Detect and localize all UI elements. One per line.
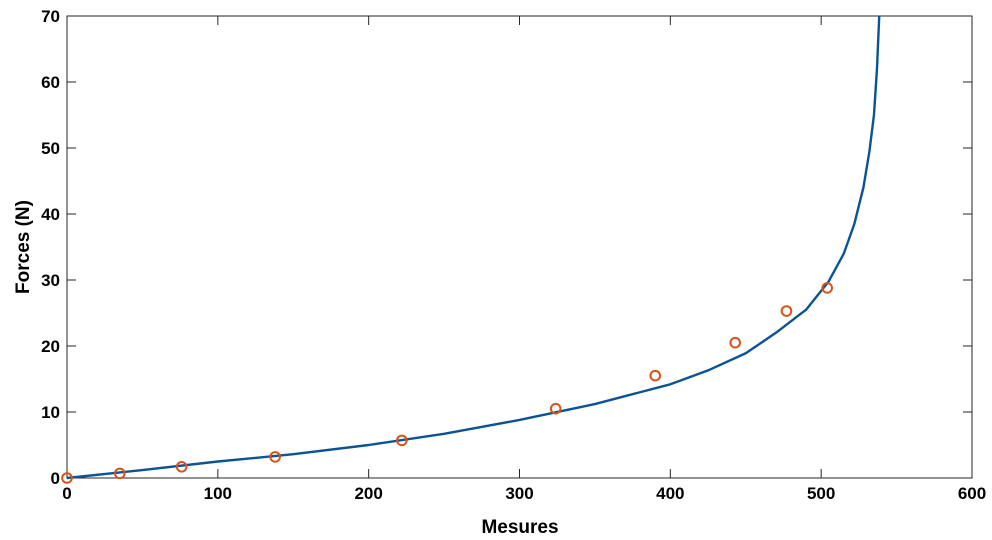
- data-point: [650, 371, 660, 381]
- x-tick-label: 600: [958, 484, 986, 503]
- y-axis-label: Forces (N): [13, 200, 34, 294]
- x-axis-label: Mesures: [481, 517, 558, 538]
- x-tick-label: 200: [354, 484, 382, 503]
- y-tick-label: 40: [41, 205, 60, 224]
- x-tick-label: 100: [204, 484, 232, 503]
- x-tick-label: 500: [807, 484, 835, 503]
- plot-area: 0 100 200 300 400 500 600 0 10 20 30 40 50 60 70: [41, 7, 986, 503]
- y-tick-label: 30: [41, 271, 60, 290]
- y-tick-label: 50: [41, 139, 60, 158]
- y-tick-label: 10: [41, 403, 60, 422]
- y-tick-label: 60: [41, 73, 60, 92]
- x-tick-label: 0: [62, 484, 71, 503]
- y-tick-label: 0: [51, 469, 60, 488]
- data-point: [730, 338, 740, 348]
- x-tick-label: 300: [505, 484, 533, 503]
- axes-box: [67, 16, 972, 478]
- y-tick-label: 70: [41, 7, 60, 26]
- y-tick-label: 20: [41, 337, 60, 356]
- fit-curve-line: [67, 16, 879, 478]
- x-tick-label: 400: [656, 484, 684, 503]
- data-point: [782, 306, 792, 316]
